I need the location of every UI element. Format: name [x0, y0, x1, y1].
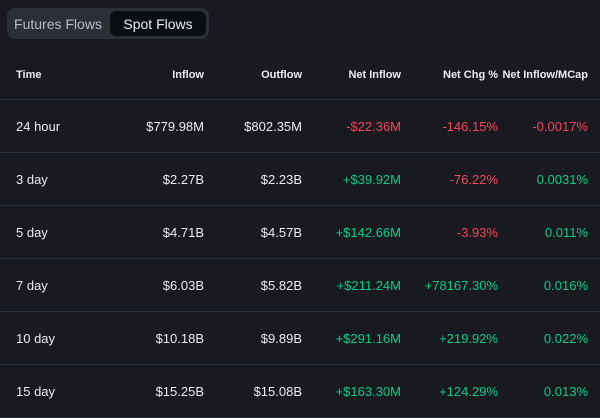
table-row: 15 day $15.25B $15.08B +$163.30M +124.29…	[0, 365, 600, 418]
tab-spot-flows[interactable]: Spot Flows	[110, 11, 206, 36]
flow-type-tabs: Futures Flows Spot Flows	[7, 8, 209, 39]
net-chg-cell: +78167.30%	[424, 277, 498, 293]
outflow-cell: $5.82B	[260, 277, 302, 293]
time-cell: 7 day	[16, 277, 48, 293]
column-header-net-chg: Net Chg %	[443, 68, 498, 81]
net-chg-cell: -3.93%	[456, 224, 498, 240]
table-row: 24 hour $779.98M $802.35M -$22.36M -146.…	[0, 100, 600, 153]
net-mcap-cell: 0.016%	[543, 277, 588, 293]
net-mcap-cell: 0.013%	[543, 383, 588, 399]
column-header-net-inflow-mcap: Net Inflow/MCap	[502, 68, 588, 81]
table-row: 10 day $10.18B $9.89B +$291.16M +219.92%…	[0, 312, 600, 365]
table-row: 5 day $4.71B $4.57B +$142.66M -3.93% 0.0…	[0, 206, 600, 259]
inflow-cell: $15.25B	[155, 383, 204, 399]
column-header-outflow: Outflow	[261, 68, 302, 81]
tab-futures-flows[interactable]: Futures Flows	[14, 15, 102, 32]
time-cell: 15 day	[16, 383, 56, 399]
inflow-cell: $779.98M	[146, 118, 204, 134]
net-inflow-cell: +$142.66M	[335, 224, 401, 240]
net-mcap-cell: -0.0017%	[532, 118, 588, 134]
net-inflow-cell: +$211.24M	[336, 277, 401, 293]
table-row: 7 day $6.03B $5.82B +$211.24M +78167.30%…	[0, 259, 600, 312]
net-mcap-cell: 0.022%	[543, 330, 588, 346]
outflow-cell: $802.35M	[244, 118, 302, 134]
outflow-cell: $15.08B	[253, 383, 302, 399]
net-inflow-cell: +$39.92M	[342, 171, 401, 187]
table-row: 3 day $2.27B $2.23B +$39.92M -76.22% 0.0…	[0, 153, 600, 206]
table-header-row: Time Inflow Outflow Net Inflow Net Chg %…	[0, 50, 600, 100]
time-cell: 3 day	[16, 171, 48, 187]
column-header-time: Time	[16, 68, 42, 81]
inflow-cell: $10.18B	[155, 330, 204, 346]
net-inflow-cell: +$291.16M	[335, 330, 401, 346]
inflow-cell: $2.27B	[162, 171, 204, 187]
net-chg-cell: -76.22%	[449, 171, 498, 187]
net-inflow-cell: +$163.30M	[335, 383, 401, 399]
time-cell: 24 hour	[16, 118, 61, 134]
net-mcap-cell: 0.011%	[544, 224, 588, 240]
outflow-cell: $2.23B	[260, 171, 302, 187]
column-header-inflow: Inflow	[172, 68, 204, 81]
inflow-cell: $4.71B	[162, 224, 204, 240]
column-header-net-inflow: Net Inflow	[348, 68, 401, 81]
net-chg-cell: -146.15%	[442, 118, 498, 134]
net-mcap-cell: 0.0031%	[536, 171, 588, 187]
inflow-cell: $6.03B	[162, 277, 204, 293]
time-cell: 5 day	[16, 224, 48, 240]
flows-table: Time Inflow Outflow Net Inflow Net Chg %…	[0, 50, 600, 418]
outflow-cell: $9.89B	[260, 330, 302, 346]
net-chg-cell: +124.29%	[439, 383, 498, 399]
time-cell: 10 day	[16, 330, 56, 346]
net-inflow-cell: -$22.36M	[346, 118, 401, 134]
net-chg-cell: +219.92%	[439, 330, 498, 346]
outflow-cell: $4.57B	[260, 224, 302, 240]
